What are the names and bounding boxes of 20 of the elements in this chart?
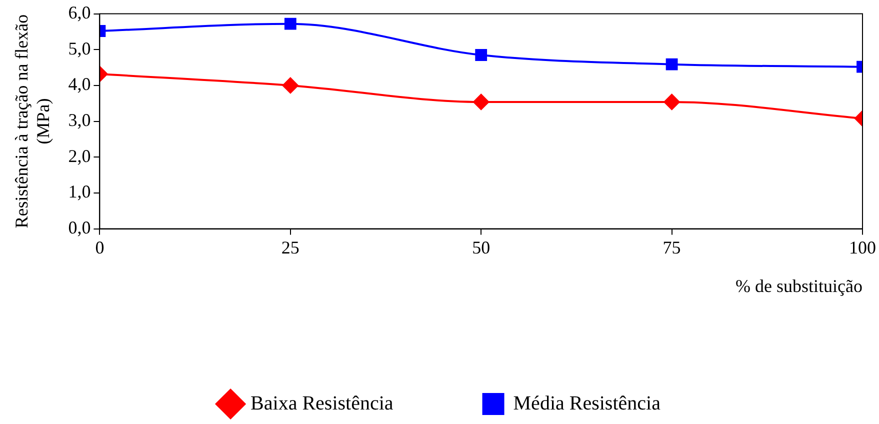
y-tick-label: 1,0 bbox=[68, 182, 91, 202]
y-tick-label: 2,0 bbox=[68, 146, 91, 166]
point bbox=[666, 58, 678, 70]
y-tick-label: 5,0 bbox=[68, 38, 91, 58]
y-tick-label: 4,0 bbox=[68, 74, 91, 94]
x-axis-title: % de substituição bbox=[736, 276, 862, 296]
x-tick-label: 50 bbox=[472, 237, 490, 258]
y-tick-label: 3,0 bbox=[68, 110, 91, 130]
x-tick-label: 25 bbox=[281, 237, 300, 258]
x-tick-label: 75 bbox=[662, 237, 681, 258]
y-tick-label: 6,0 bbox=[68, 2, 91, 23]
x-tick-label: 0 bbox=[95, 237, 104, 258]
legend-label: Baixa Resistência bbox=[250, 392, 394, 414]
point bbox=[473, 94, 490, 110]
point bbox=[664, 94, 680, 110]
legend-label: Média Resistência bbox=[513, 392, 661, 414]
y-axis-title: Resistência à tração na flexão (MPa) bbox=[12, 14, 54, 228]
x-tick-label: 100 bbox=[849, 237, 876, 258]
point bbox=[475, 49, 488, 61]
y-tick-label: 0,0 bbox=[68, 218, 91, 238]
